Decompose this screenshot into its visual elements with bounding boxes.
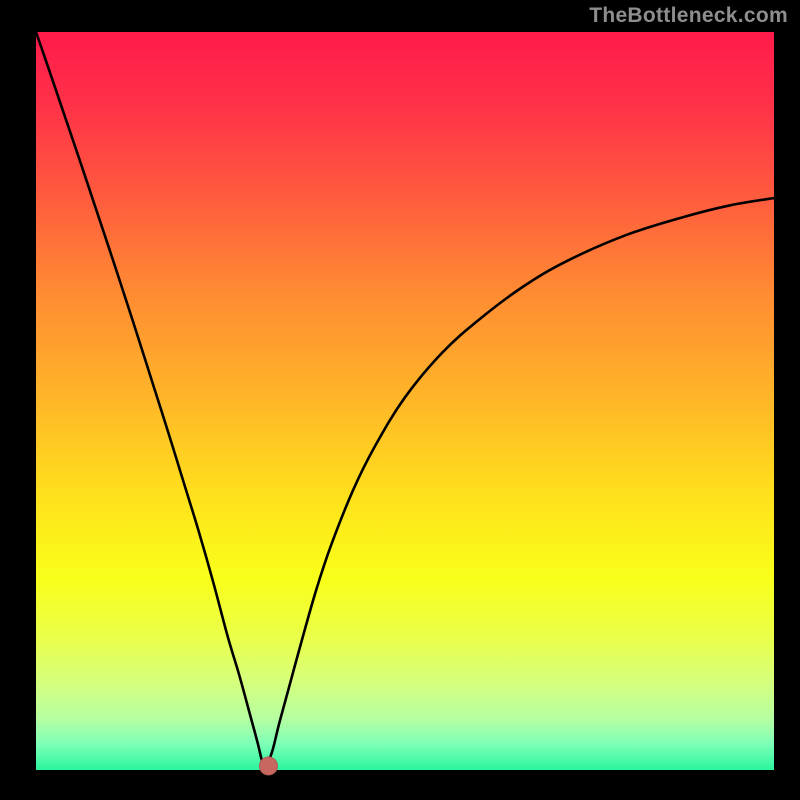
optimum-marker — [259, 757, 277, 775]
gradient-background — [36, 32, 774, 770]
chart-container: { "watermark": { "text": "TheBottleneck.… — [0, 0, 800, 800]
bottleneck-chart — [0, 0, 800, 800]
